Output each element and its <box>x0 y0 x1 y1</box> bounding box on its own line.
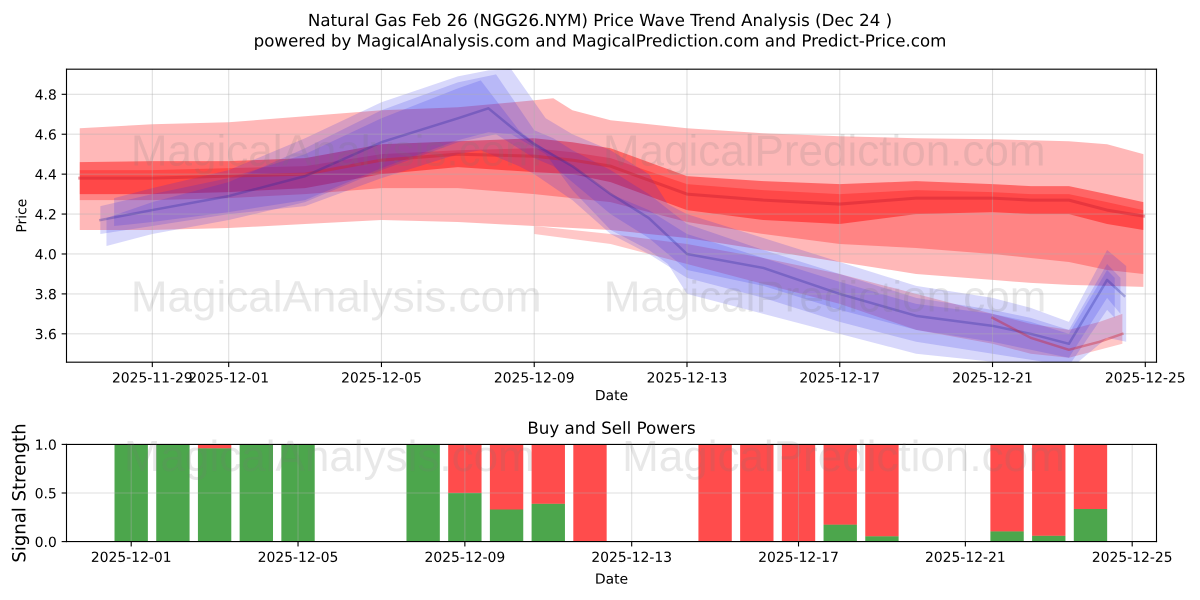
svg-text:MagicalAnalysis.com: MagicalAnalysis.com <box>131 126 542 175</box>
svg-text:MagicalPrediction.com: MagicalPrediction.com <box>622 432 1065 481</box>
svg-text:MagicalAnalysis.com: MagicalAnalysis.com <box>124 432 535 481</box>
svg-text:MagicalPrediction.com: MagicalPrediction.com <box>603 126 1046 175</box>
svg-text:MagicalAnalysis.com: MagicalAnalysis.com <box>131 273 542 322</box>
svg-text:MagicalPrediction.com: MagicalPrediction.com <box>604 273 1047 322</box>
